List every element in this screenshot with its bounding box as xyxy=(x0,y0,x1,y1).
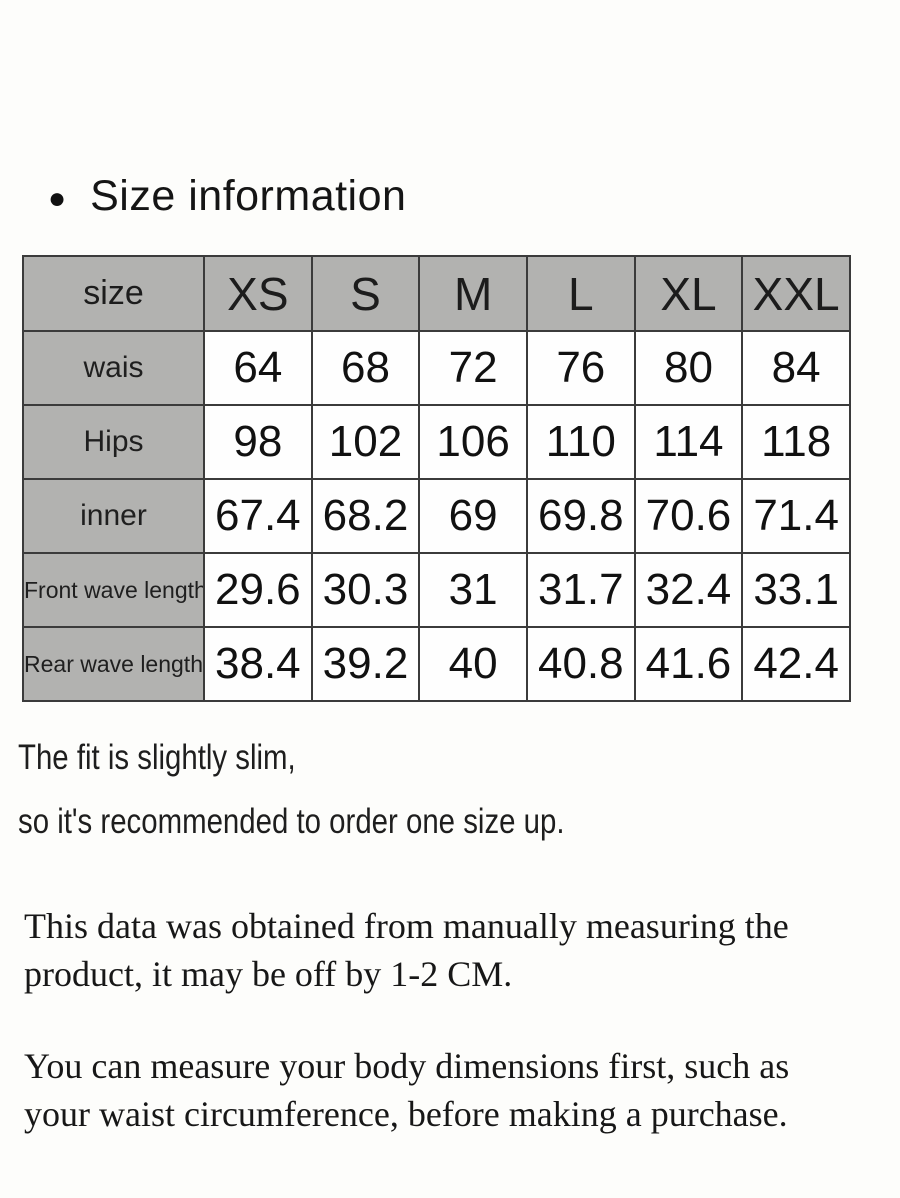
table-row-waist: wais 64 68 72 76 80 84 xyxy=(22,330,851,406)
table-cell: 39.2 xyxy=(310,626,421,702)
row-label-rear-wave-length: Rear wave length xyxy=(22,626,205,702)
size-column-header-xs: XS xyxy=(203,255,313,332)
table-cell: 32.4 xyxy=(633,552,744,628)
table-cell: 69.8 xyxy=(525,478,636,554)
size-column-header-xl: XL xyxy=(633,255,744,332)
table-cell: 72 xyxy=(418,330,528,406)
row-label-waist: wais xyxy=(22,330,205,406)
purchase-advice: You can measure your body dimensions fir… xyxy=(24,1046,790,1134)
row-label-hips: Hips xyxy=(22,404,205,480)
table-cell: 98 xyxy=(203,404,313,480)
size-table-corner-label: size xyxy=(22,255,205,332)
table-row-front-wave-length: Front wave length 29.6 30.3 31 31.7 32.4… xyxy=(22,552,851,628)
table-cell: 106 xyxy=(418,404,528,480)
table-cell: 42.4 xyxy=(741,626,851,702)
row-label-inner: inner xyxy=(22,478,205,554)
table-cell: 69 xyxy=(418,478,528,554)
table-cell: 76 xyxy=(525,330,636,406)
table-cell: 64 xyxy=(203,330,313,406)
table-cell: 118 xyxy=(741,404,851,480)
section-heading: ● Size information xyxy=(48,172,406,221)
size-table: size XS S M L XL XXL wais 64 68 72 76 80… xyxy=(22,255,851,702)
table-cell: 110 xyxy=(525,404,636,480)
table-cell: 68 xyxy=(310,330,421,406)
table-cell: 30.3 xyxy=(310,552,421,628)
table-cell: 102 xyxy=(310,404,421,480)
table-cell: 71.4 xyxy=(741,478,851,554)
table-cell: 70.6 xyxy=(633,478,744,554)
table-header-row: size XS S M L XL XXL xyxy=(22,255,851,332)
fit-note: The fit is slightly slim, so it's recomm… xyxy=(18,738,565,842)
table-cell: 67.4 xyxy=(203,478,313,554)
fit-note-line-2: so it's recommended to order one size up… xyxy=(18,802,565,841)
row-label-front-wave-length: Front wave length xyxy=(22,552,205,628)
size-column-header-l: L xyxy=(525,255,636,332)
table-cell: 31 xyxy=(418,552,528,628)
table-cell: 33.1 xyxy=(741,552,851,628)
table-cell: 40.8 xyxy=(525,626,636,702)
table-cell: 80 xyxy=(633,330,744,406)
table-row-inner: inner 67.4 68.2 69 69.8 70.6 71.4 xyxy=(22,478,851,554)
table-cell: 29.6 xyxy=(203,552,313,628)
table-cell: 84 xyxy=(741,330,851,406)
size-column-header-s: S xyxy=(310,255,421,332)
fit-note-line-1: The fit is slightly slim, xyxy=(18,738,296,777)
size-column-header-m: M xyxy=(418,255,528,332)
measurement-disclaimer: This data was obtained from manually mea… xyxy=(24,906,789,994)
table-cell: 41.6 xyxy=(633,626,744,702)
table-row-hips: Hips 98 102 106 110 114 118 xyxy=(22,404,851,480)
table-cell: 40 xyxy=(418,626,528,702)
size-column-header-xxl: XXL xyxy=(741,255,851,332)
table-cell: 31.7 xyxy=(525,552,636,628)
table-row-rear-wave-length: Rear wave length 38.4 39.2 40 40.8 41.6 … xyxy=(22,626,851,702)
table-cell: 114 xyxy=(633,404,744,480)
table-cell: 38.4 xyxy=(203,626,313,702)
page-title: Size information xyxy=(90,172,407,220)
table-cell: 68.2 xyxy=(310,478,421,554)
bullet-icon: ● xyxy=(48,181,67,215)
